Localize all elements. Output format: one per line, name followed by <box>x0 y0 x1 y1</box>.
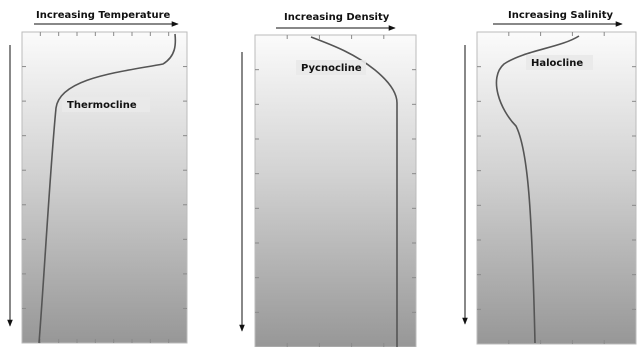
salinity-curve <box>495 35 580 344</box>
temperature-ticks <box>22 32 187 343</box>
density-panel: Increasing Density Pycnocline <box>239 12 417 347</box>
temperature-title: Increasing Temperature <box>36 10 171 21</box>
density-title: Increasing Density <box>284 12 390 23</box>
temperature-curve <box>38 33 177 344</box>
density-curve <box>310 36 398 347</box>
density-profile-area <box>255 35 416 347</box>
thermocline-label: Thermocline <box>67 100 137 111</box>
density-ticks <box>255 35 416 347</box>
halocline-label-box <box>526 55 593 70</box>
thermocline-label-box <box>62 97 150 112</box>
pycnocline-label-box <box>296 60 366 75</box>
halocline-label: Halocline <box>531 58 583 69</box>
salinity-panel: Increasing Salinity Halocline <box>462 10 637 345</box>
salinity-profile-area <box>477 32 636 344</box>
temperature-profile-area <box>22 32 187 343</box>
temperature-panel: Increasing Temperature Thermocline <box>7 10 188 344</box>
salinity-ticks <box>477 32 636 344</box>
pycnocline-label: Pycnocline <box>301 63 362 74</box>
salinity-title: Increasing Salinity <box>508 10 614 21</box>
